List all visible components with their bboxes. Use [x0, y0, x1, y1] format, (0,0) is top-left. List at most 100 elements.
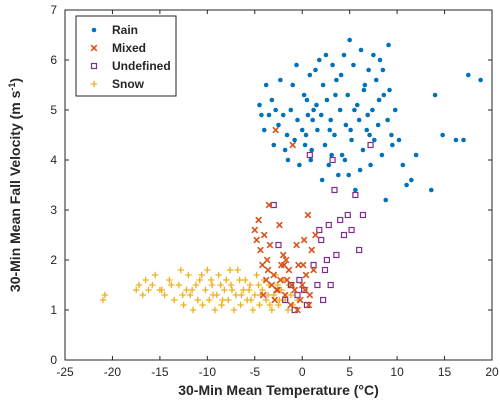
undefined-point [306, 151, 313, 159]
rain-point [354, 102, 360, 108]
mixed-point [300, 236, 308, 244]
mixed-point [251, 226, 259, 234]
rain-point [278, 77, 283, 83]
y-tick-label: 1 [50, 303, 57, 317]
snow-point [240, 286, 247, 294]
mixed-point [253, 236, 261, 244]
snow-point [187, 291, 194, 299]
snow-point [135, 281, 143, 289]
legend-label-mixed: Mixed [112, 41, 146, 55]
snow-point [278, 286, 285, 294]
rain-point [292, 137, 297, 143]
rain-point [372, 137, 377, 143]
rain-point [342, 157, 348, 163]
rain-point [353, 187, 358, 193]
rain-point [266, 112, 272, 118]
snow-point [249, 306, 257, 314]
legend-item-mixed: Mixed [90, 41, 146, 55]
mixed-point [276, 221, 283, 229]
rain-point [348, 127, 353, 133]
snow-point [192, 281, 200, 289]
undefined-point [323, 256, 330, 264]
y-tick-label: 2 [50, 253, 57, 267]
undefined-point [325, 221, 332, 229]
series-rain [257, 37, 483, 203]
rain-point [453, 137, 459, 143]
rain-point [263, 82, 269, 88]
rain-point [324, 97, 330, 103]
snow-point [268, 306, 276, 314]
rain-point [301, 92, 307, 98]
snow-point [101, 291, 109, 299]
rain-point [323, 52, 329, 58]
rain-point [360, 147, 366, 153]
plot-frame [64, 9, 493, 361]
snow-point [209, 291, 217, 299]
x-tick-label: 0 [299, 365, 306, 379]
undefined-point [270, 201, 277, 209]
rain-point [381, 92, 387, 98]
snow-point [255, 281, 262, 289]
snow-point [287, 291, 295, 299]
rain-point [377, 57, 383, 63]
rain-point [313, 67, 318, 73]
rain-point [365, 112, 370, 118]
rain-point [310, 117, 315, 123]
x-tick-label: -20 [104, 365, 122, 379]
legend-item-undefined: Undefined [90, 59, 171, 73]
rain-point [385, 117, 390, 123]
data-points [99, 37, 483, 314]
undefined-point [348, 226, 355, 234]
mixed-point [255, 216, 262, 224]
rain-point [379, 152, 385, 158]
snow-point [204, 266, 211, 274]
undefined-point [340, 231, 348, 239]
rain-point [295, 117, 300, 123]
rain-point [390, 142, 395, 148]
x-tick-label: 5 [346, 365, 353, 379]
rain-point [332, 132, 337, 138]
rain-point [367, 132, 372, 138]
snow-point [253, 271, 260, 279]
snow-point [196, 276, 203, 284]
rain-point [311, 107, 316, 113]
snow-point [247, 296, 255, 304]
undefined-point [321, 266, 329, 274]
mixed-point [306, 291, 314, 299]
mixed-point [291, 286, 298, 294]
rain-point [273, 107, 278, 113]
snow-point [238, 291, 245, 299]
legend-label-snow: Snow [112, 77, 145, 91]
undefined-point [316, 226, 323, 234]
legend-marker-symbol [90, 44, 98, 52]
rain-point [368, 162, 373, 168]
rain-point [276, 122, 281, 128]
snow-point [251, 291, 258, 299]
x-axis-ticks: -25 -20 -15 -10 -5 0 5 10 15 20 [56, 10, 499, 379]
rain-point [290, 82, 296, 88]
rain-point [347, 37, 352, 43]
y-axis-title: 30-Min Mean Fall Velocity (m s-1) [7, 78, 23, 292]
rain-point [478, 77, 483, 83]
snow-point [189, 306, 197, 314]
snow-point [221, 286, 228, 294]
snow-point [274, 281, 281, 289]
rain-point [364, 127, 370, 133]
rain-point [299, 127, 305, 133]
rain-point [329, 152, 334, 158]
rain-point [314, 102, 319, 108]
snow-point [145, 286, 152, 294]
rain-point [337, 107, 343, 113]
rain-point [346, 172, 352, 178]
y-tick-label: 6 [50, 53, 57, 67]
rain-point [297, 162, 302, 168]
mixed-point [264, 266, 272, 274]
undefined-point [314, 281, 321, 289]
snow-point [175, 281, 183, 289]
rain-point [396, 137, 402, 143]
rain-point [413, 152, 419, 158]
snow-point [180, 301, 187, 309]
y-tick-label: 3 [50, 203, 57, 217]
rain-point [302, 142, 308, 148]
mixed-point [270, 271, 278, 279]
